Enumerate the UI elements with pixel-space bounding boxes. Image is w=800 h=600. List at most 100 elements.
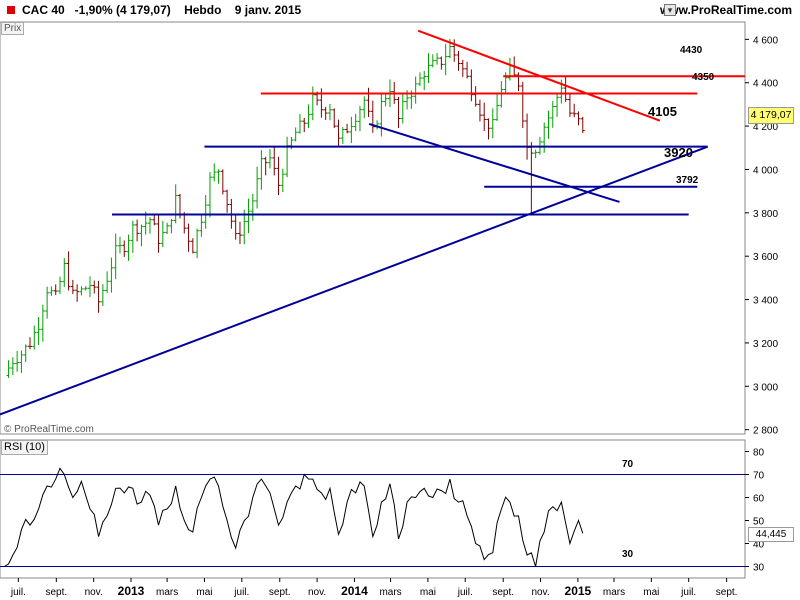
ohlc-bar [160, 220, 165, 248]
ohlc-bar [482, 102, 487, 132]
trendline-support [0, 145, 709, 416]
ohlc-bar [173, 184, 178, 224]
ohlc-bar [396, 96, 401, 129]
ohlc-bar [199, 215, 204, 237]
ohlc-bar [349, 116, 354, 144]
ohlc-bar [546, 110, 551, 139]
ohlc-bar [302, 117, 307, 133]
ohlc-bar [233, 213, 238, 240]
ohlc-bar [417, 72, 422, 87]
ohlc-bar [263, 156, 268, 176]
ohlc-bar [255, 166, 260, 209]
ohlc-bar [70, 279, 75, 295]
ohlc-bar [139, 224, 144, 247]
ohlc-bar [32, 325, 37, 350]
ohlc-bar [27, 337, 32, 350]
ohlc-bar [477, 99, 482, 122]
ohlc-bar [156, 214, 161, 253]
ohlc-bar [456, 51, 461, 71]
ohlc-bar [332, 108, 337, 128]
website-label: www.ProRealTime.com [659, 3, 792, 17]
price-ytick-label: 3 800 [753, 209, 778, 220]
ohlc-bar [362, 96, 367, 119]
ohlc-bar [293, 127, 298, 142]
ohlc-bar [323, 106, 328, 120]
price-ytick-label: 3 400 [753, 296, 778, 307]
ohlc-bar [96, 280, 101, 313]
level-annotation: 4350 [692, 72, 715, 83]
ohlc-bar [36, 316, 41, 346]
ohlc-bar [310, 86, 315, 121]
ohlc-bar [190, 238, 195, 254]
ohlc-bar [379, 93, 384, 137]
trendline-channel [368, 122, 620, 203]
ohlc-bar [105, 271, 110, 294]
price-ytick-label: 4 000 [753, 165, 778, 176]
ohlc-bar [246, 198, 251, 234]
rsi-ytick-label: 30 [753, 563, 765, 574]
ohlc-bar [383, 93, 388, 107]
ohlc-bar [75, 284, 80, 302]
ohlc-bar [126, 234, 131, 261]
window-control-icon[interactable]: ▾ [664, 4, 676, 16]
ohlc-bar [580, 116, 585, 134]
x-tick-label: 2013 [118, 584, 145, 598]
x-tick-label: 2014 [341, 584, 368, 598]
ohlc-bar [422, 70, 427, 91]
ohlc-bar [370, 100, 375, 133]
rsi-ytick-label: 40 [753, 540, 765, 551]
ohlc-bar [439, 56, 444, 70]
price-panel-label: Prix [1, 22, 25, 35]
trendline-resistance [417, 29, 661, 122]
ohlc-bar [45, 286, 50, 319]
ohlc-bars [6, 39, 585, 378]
ohlc-bar [186, 223, 191, 252]
ohlc-bar [79, 286, 84, 296]
x-tick-label: mai [196, 587, 212, 598]
ohlc-bar [297, 113, 302, 134]
ohlc-bar [207, 172, 212, 218]
ohlc-bar [212, 163, 217, 182]
ohlc-bar [109, 257, 114, 293]
ohlc-bar [443, 43, 448, 76]
ohlc-bar [225, 189, 230, 213]
rsi-ytick-label: 70 [753, 471, 765, 482]
ohlc-bar [336, 119, 341, 146]
ohlc-bar [165, 222, 170, 234]
ohlc-bar [23, 344, 28, 362]
ohlc-bar [345, 123, 350, 134]
rsi-line [4, 467, 584, 567]
x-tick-label: nov. [85, 587, 103, 598]
level-annotation: 3920 [664, 145, 693, 160]
ohlc-bar [426, 53, 431, 83]
ohlc-bar [572, 103, 577, 118]
ohlc-bar [100, 284, 105, 307]
ohlc-bar [62, 258, 67, 287]
ohlc-bar [147, 217, 152, 234]
watermark: © ProRealTime.com [4, 424, 94, 435]
ohlc-bar [250, 193, 255, 221]
ohlc-bar [542, 122, 547, 153]
ohlc-bar [465, 61, 470, 79]
price-panel-frame [0, 21, 746, 435]
ohlc-bar [152, 215, 157, 226]
ohlc-bar [469, 69, 474, 102]
last-price-tag: 4 179,07 [748, 107, 794, 124]
price-ytick-label: 4 600 [753, 35, 778, 46]
ohlc-bar [272, 147, 277, 176]
rsi-level-label: 70 [622, 459, 634, 470]
ohlc-bar [327, 103, 332, 121]
ohlc-bar [276, 156, 281, 196]
price-ytick-label: 3 600 [753, 252, 778, 263]
instrument-color-icon [7, 6, 15, 14]
header-bar: CAC 40 -1,90% (4 179,07) Hebdo 9 janv. 2… [0, 0, 800, 21]
ohlc-bar [49, 286, 54, 296]
ohlc-bar [203, 195, 208, 229]
x-tick-label: mai [643, 587, 659, 598]
ohlc-bar [267, 149, 272, 169]
rsi-panel-label: RSI (10) [1, 440, 48, 455]
ohlc-bar [83, 286, 88, 291]
ohlc-bar [490, 108, 495, 139]
ohlc-bar [576, 111, 581, 126]
